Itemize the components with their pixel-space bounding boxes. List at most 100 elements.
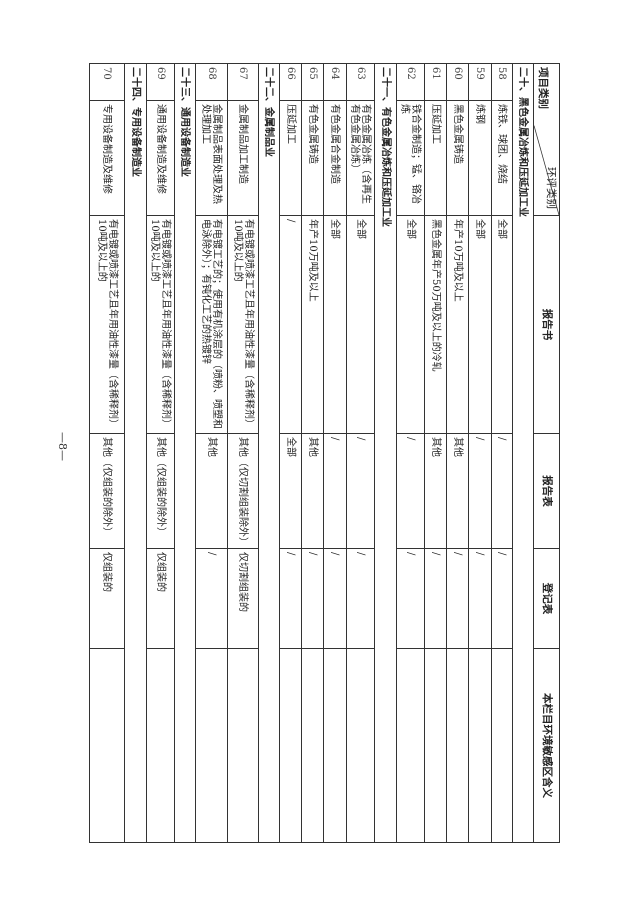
report-form-cell: / (468, 433, 492, 549)
header-row: 环评类别 项目类别 报告书 报告表 登记表 本栏目环境敏感区含义 (533, 63, 560, 843)
table-row: 63 有色金属冶炼（含再生有色金属冶炼） 全部 / / (346, 63, 375, 843)
report-book-cell: 全部 (323, 215, 347, 434)
item-name: 有色金属合金制造 (323, 100, 347, 216)
report-book-cell: 全部 (491, 215, 513, 434)
registration-form-cell: 仅切割组装的 (227, 548, 259, 649)
registration-form-cell: / (468, 548, 492, 649)
item-name: 铁合金制造；锰、铬冶炼 (396, 100, 425, 216)
report-book-cell: 有电镀或喷漆工艺且年用油性漆量（含稀释剂）10吨及以上的 (146, 215, 175, 434)
sensitive-area-cell (301, 648, 324, 843)
report-form-cell: 全部 (279, 433, 302, 549)
registration-form-cell: 仅组装的 (89, 548, 125, 649)
item-name: 炼钢 (468, 100, 492, 216)
item-number: 69 (146, 63, 175, 101)
item-number: 59 (468, 63, 492, 101)
item-number: 68 (195, 63, 228, 101)
registration-form-cell: / (446, 548, 469, 649)
table-row: 58 炼铁、球团、烧结 全部 / / (491, 63, 513, 843)
report-form-cell: 其他 (424, 433, 447, 549)
report-book-cell: 有电镀或喷漆工艺且年用油性漆量（含稀释剂）10吨及以上的 (227, 215, 259, 434)
sensitive-area-cell (323, 648, 347, 843)
item-name: 炼铁、球团、烧结 (491, 100, 513, 216)
report-form-header: 报告表 (533, 433, 560, 549)
registration-form-cell: / (346, 548, 375, 649)
section-title: 二十二、金属制品业 (258, 63, 280, 843)
report-book-cell: 全部 (346, 215, 375, 434)
section-title: 二十三、通用设备制造业 (174, 63, 196, 843)
header-category-cell: 环评类别 项目类别 (533, 63, 560, 216)
report-form-cell: / (323, 433, 347, 549)
report-form-cell: 其他 (446, 433, 469, 549)
registration-form-cell: / (396, 548, 425, 649)
section-row: 二十三、通用设备制造业 (174, 63, 196, 843)
table-row: 67 金属制品加工制造 有电镀或喷漆工艺且年用油性漆量（含稀释剂）10吨及以上的 其他… (227, 63, 259, 843)
sensitive-area-cell (346, 648, 375, 843)
section-title: 二十、黑色金属冶炼和压延加工业 (512, 63, 534, 843)
project-category-label: 项目类别 (537, 67, 549, 109)
item-number: 67 (227, 63, 259, 101)
sensitive-area-cell (279, 648, 302, 843)
report-book-cell: 全部 (468, 215, 492, 434)
sensitive-area-cell (89, 648, 125, 843)
sensitive-area-cell (146, 648, 175, 843)
report-form-cell: 其他（仅切割组装除外） (227, 433, 259, 549)
item-name: 压延加工 (424, 100, 447, 216)
registration-form-header: 登记表 (533, 548, 560, 649)
report-book-header: 报告书 (533, 215, 560, 434)
report-form-cell: / (396, 433, 425, 549)
table-row: 65 有色金属铸造 年产10万吨及以上 其他 / (301, 63, 324, 843)
section-title: 二十四、专用设备制造业 (124, 63, 147, 843)
sensitive-area-cell (446, 648, 469, 843)
report-form-cell: 其他 (301, 433, 324, 549)
item-name: 压延加工 (279, 100, 302, 216)
item-name: 有色金属冶炼（含再生有色金属冶炼） (346, 100, 375, 216)
report-book-cell: 有电镀或喷漆工艺且年用油性漆量（含稀释剂）10吨及以上的 (89, 215, 125, 434)
report-book-cell: 年产10万吨及以上 (446, 215, 469, 434)
table-row: 69 通用设备制造及维修 有电镀或喷漆工艺且年用油性漆量（含稀释剂）10吨及以上的其… (146, 63, 175, 843)
registration-form-cell: / (491, 548, 513, 649)
section-row: 二十、黑色金属冶炼和压延加工业 (512, 63, 534, 843)
page-number: —8— (56, 432, 69, 461)
sensitive-area-cell (195, 648, 228, 843)
table-row: 66 压延加工 / 全部 / (279, 63, 302, 843)
item-number: 66 (279, 63, 302, 101)
registration-form-cell: / (424, 548, 447, 649)
item-name: 金属制品加工制造 (227, 100, 259, 216)
sensitive-area-cell (491, 648, 513, 843)
item-name: 金属制品表面处理及热处理加工 (195, 100, 228, 216)
sensitive-area-header: 本栏目环境敏感区含义 (533, 648, 560, 843)
item-name: 有色金属铸造 (301, 100, 324, 216)
rotated-table-wrapper: 环评类别 项目类别 报告书 报告表 登记表 本栏目环境敏感区含义 二十、黑色金属… (89, 63, 560, 843)
registration-form-cell: / (195, 548, 228, 649)
env-category-label: 环评类别 (545, 167, 557, 209)
table-row: 64 有色金属合金制造 全部 / / (323, 63, 347, 843)
section-row: 二十四、专用设备制造业 (124, 63, 147, 843)
diagonal-line (534, 125, 559, 215)
section-row: 二十一、有色金属冶炼和压延加工业 (374, 63, 397, 843)
table-row: 62 铁合金制造；锰、铬冶炼 全部 / / (396, 63, 425, 843)
report-book-cell: 年产10万吨及以上 (301, 215, 324, 434)
item-number: 62 (396, 63, 425, 101)
table-row: 70 专用设备制造及维修 有电镀或喷漆工艺且年用油性漆量（含稀释剂）10吨及以上的其… (89, 63, 125, 843)
item-number: 58 (491, 63, 513, 101)
item-number: 63 (346, 63, 375, 101)
sensitive-area-cell (396, 648, 425, 843)
sensitive-area-cell (424, 648, 447, 843)
report-form-cell: / (491, 433, 513, 549)
table-row: 61 压延加工 黑色金属年产50万吨及以上的冷轧 其他 / (424, 63, 447, 843)
table-row: 59 炼钢 全部 / / (468, 63, 492, 843)
sensitive-area-cell (227, 648, 259, 843)
report-form-cell: / (346, 433, 375, 549)
report-book-cell: 有电镀工艺的；使用有机涂层的（喷粉、喷塑和电泳除外）；有钝化工艺的热镀锌 (195, 215, 228, 434)
report-book-cell: 黑色金属年产50万吨及以上的冷轧 (424, 215, 447, 434)
table-row: 60 黑色金属铸造 年产10万吨及以上 其他 / (446, 63, 469, 843)
report-book-cell: / (279, 215, 302, 434)
item-number: 64 (323, 63, 347, 101)
section-title: 二十一、有色金属冶炼和压延加工业 (374, 63, 397, 843)
report-form-cell: 其他（仅组装的除外） (146, 433, 175, 549)
item-number: 70 (89, 63, 125, 101)
registration-form-cell: / (301, 548, 324, 649)
sensitive-area-cell (468, 648, 492, 843)
item-number: 60 (446, 63, 469, 101)
registration-form-cell: / (323, 548, 347, 649)
